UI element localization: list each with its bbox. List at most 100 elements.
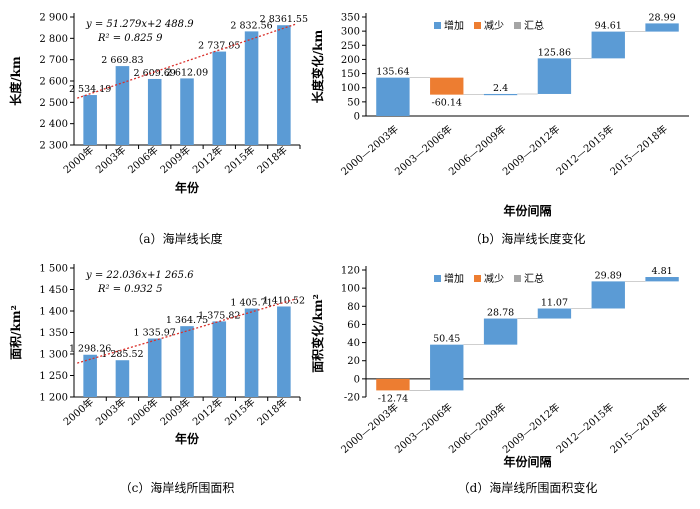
x-tick-label: 2015年 <box>222 143 258 176</box>
x-tick-label: 2003—2006年 <box>392 122 455 178</box>
x-tick-label: 2018年 <box>254 395 290 428</box>
data-label: -12.74 <box>378 393 408 404</box>
y-tick-label: 120 <box>341 266 360 277</box>
panel-b-coastline-length-change: 0 50 100 150 200 250 300 350 长度变化/km 年份间隔 （b）海岸线长度… <box>310 12 689 246</box>
panel-c-enclosed-area: 1 200 1 250 1 300 1 350 1 400 1 450 1 500 面积/km… <box>8 264 305 496</box>
bar <box>83 95 97 145</box>
y-tick-label: 60 <box>347 320 360 331</box>
data-label: 1 298.26 <box>69 344 111 355</box>
y-tick-label: 1 300 <box>39 350 68 361</box>
legend-total-label: 汇总 <box>524 272 544 285</box>
data-label: 2 737.95 <box>198 41 240 52</box>
y-tick-label: 250 <box>341 41 360 52</box>
data-label: 2 669.83 <box>101 55 143 66</box>
y-tick-label: 100 <box>341 83 360 94</box>
data-label: 2 832.56 <box>230 20 272 31</box>
data-label: 2.4 <box>493 83 508 94</box>
bar <box>244 308 259 397</box>
data-label: -60.14 <box>432 98 462 109</box>
x-tick-label: 2003年 <box>93 395 129 428</box>
x-tick-label: 2006—2009年 <box>446 400 509 456</box>
y-tick-label: 1 500 <box>39 264 68 275</box>
bar <box>147 78 162 145</box>
trendline <box>77 23 297 99</box>
x-tick-label: 2003—2006年 <box>392 400 455 456</box>
x-axis-title: 年份 <box>175 180 200 195</box>
x-tick-label: 2009年 <box>157 395 193 428</box>
y-axis-title: 面积/km² <box>8 305 23 360</box>
x-tick-label: 2003年 <box>93 143 129 176</box>
data-label: 1 285.52 <box>101 349 143 360</box>
y-tick-label: 2 500 <box>39 98 68 109</box>
bar <box>212 51 227 146</box>
x-tick-label: 2000—2003年 <box>338 122 401 178</box>
data-label: 28.99 <box>648 12 675 23</box>
legend-increase-label: 增加 <box>444 19 464 32</box>
y-tick-label: 0 <box>354 374 360 385</box>
bar <box>180 326 194 397</box>
y-tick-label: 1 450 <box>39 285 68 296</box>
x-tick-label: 2006年 <box>125 395 161 428</box>
legend-decrease-label: 减少 <box>484 20 504 32</box>
y-tick-label: 20 <box>347 356 360 367</box>
x-tick-label: 2012年 <box>190 395 226 428</box>
increase-bar <box>591 281 625 309</box>
y-tick-label: 2 600 <box>39 77 68 88</box>
panel-d-enclosed-area-change: -20 0 20 40 60 80 100 120 面积变化/km² 年份间隔 （d）海岸线所围面积… <box>310 266 689 495</box>
x-axis-title: 年份间隔 <box>503 454 551 469</box>
y-tick-label: 1 400 <box>39 307 68 318</box>
y-tick-label: 350 <box>341 13 360 24</box>
bar <box>277 306 291 397</box>
x-axis-title: 年份间隔 <box>503 203 551 218</box>
y-tick-label: 2 400 <box>39 119 68 130</box>
increase-bar <box>591 31 625 59</box>
x-tick-label: 2006—2009年 <box>446 122 509 178</box>
bar <box>180 78 194 145</box>
legend-total-label: 汇总 <box>524 19 544 32</box>
data-label: 1 335.97 <box>134 328 176 339</box>
increase-bar <box>537 308 572 319</box>
data-label: 2 609.69 <box>134 68 176 79</box>
legend-total-swatch <box>514 22 521 29</box>
bar <box>115 66 130 145</box>
increase-bar <box>645 23 679 32</box>
data-label: 50.45 <box>433 334 460 345</box>
y-axis-title: 长度变化/km <box>310 30 325 104</box>
x-tick-label: 2000—2003年 <box>338 400 401 456</box>
trend-equation: y = 51.279x+2 488.9 <box>85 19 194 30</box>
legend-total-swatch <box>514 275 521 282</box>
y-tick-label: 300 <box>341 27 360 38</box>
x-tick-label: 2009—2012年 <box>500 122 563 178</box>
bar <box>212 321 227 397</box>
y-tick-label: 80 <box>347 302 360 313</box>
data-label: 94.61 <box>595 21 622 32</box>
data-label: 1 364.75 <box>166 315 208 326</box>
x-tick-label: 2012年 <box>190 143 226 176</box>
increase-bar <box>376 77 410 116</box>
increase-bar <box>430 344 464 391</box>
y-tick-label: 1 350 <box>39 328 68 339</box>
increase-bar <box>645 277 679 282</box>
x-tick-label: 2012—2015年 <box>554 122 617 178</box>
data-label: 11.07 <box>541 297 568 308</box>
y-tick-label: 100 <box>341 284 360 295</box>
bar <box>83 354 97 397</box>
data-label: 2 534.19 <box>69 84 111 95</box>
y-tick-label: 0 <box>354 112 360 123</box>
panel-caption: （a）海岸线长度 <box>131 231 222 246</box>
data-label: 1 375.82 <box>198 310 240 321</box>
x-tick-label: 2006年 <box>125 143 161 176</box>
x-tick-label: 2015—2018年 <box>607 400 670 456</box>
data-label: 1 405.71 <box>230 298 272 309</box>
y-tick-label: 1 250 <box>39 371 68 382</box>
y-tick-label: 2 800 <box>39 34 68 45</box>
legend-increase-swatch <box>434 275 441 282</box>
y-tick-label: -20 <box>344 393 360 404</box>
x-tick-label: 2018年 <box>254 143 290 176</box>
y-tick-label: 50 <box>347 97 360 108</box>
y-axis-title: 长度/km <box>8 56 23 106</box>
increase-bar <box>483 318 518 345</box>
y-tick-label: 150 <box>341 69 360 80</box>
x-tick-label: 2012—2015年 <box>554 400 617 456</box>
